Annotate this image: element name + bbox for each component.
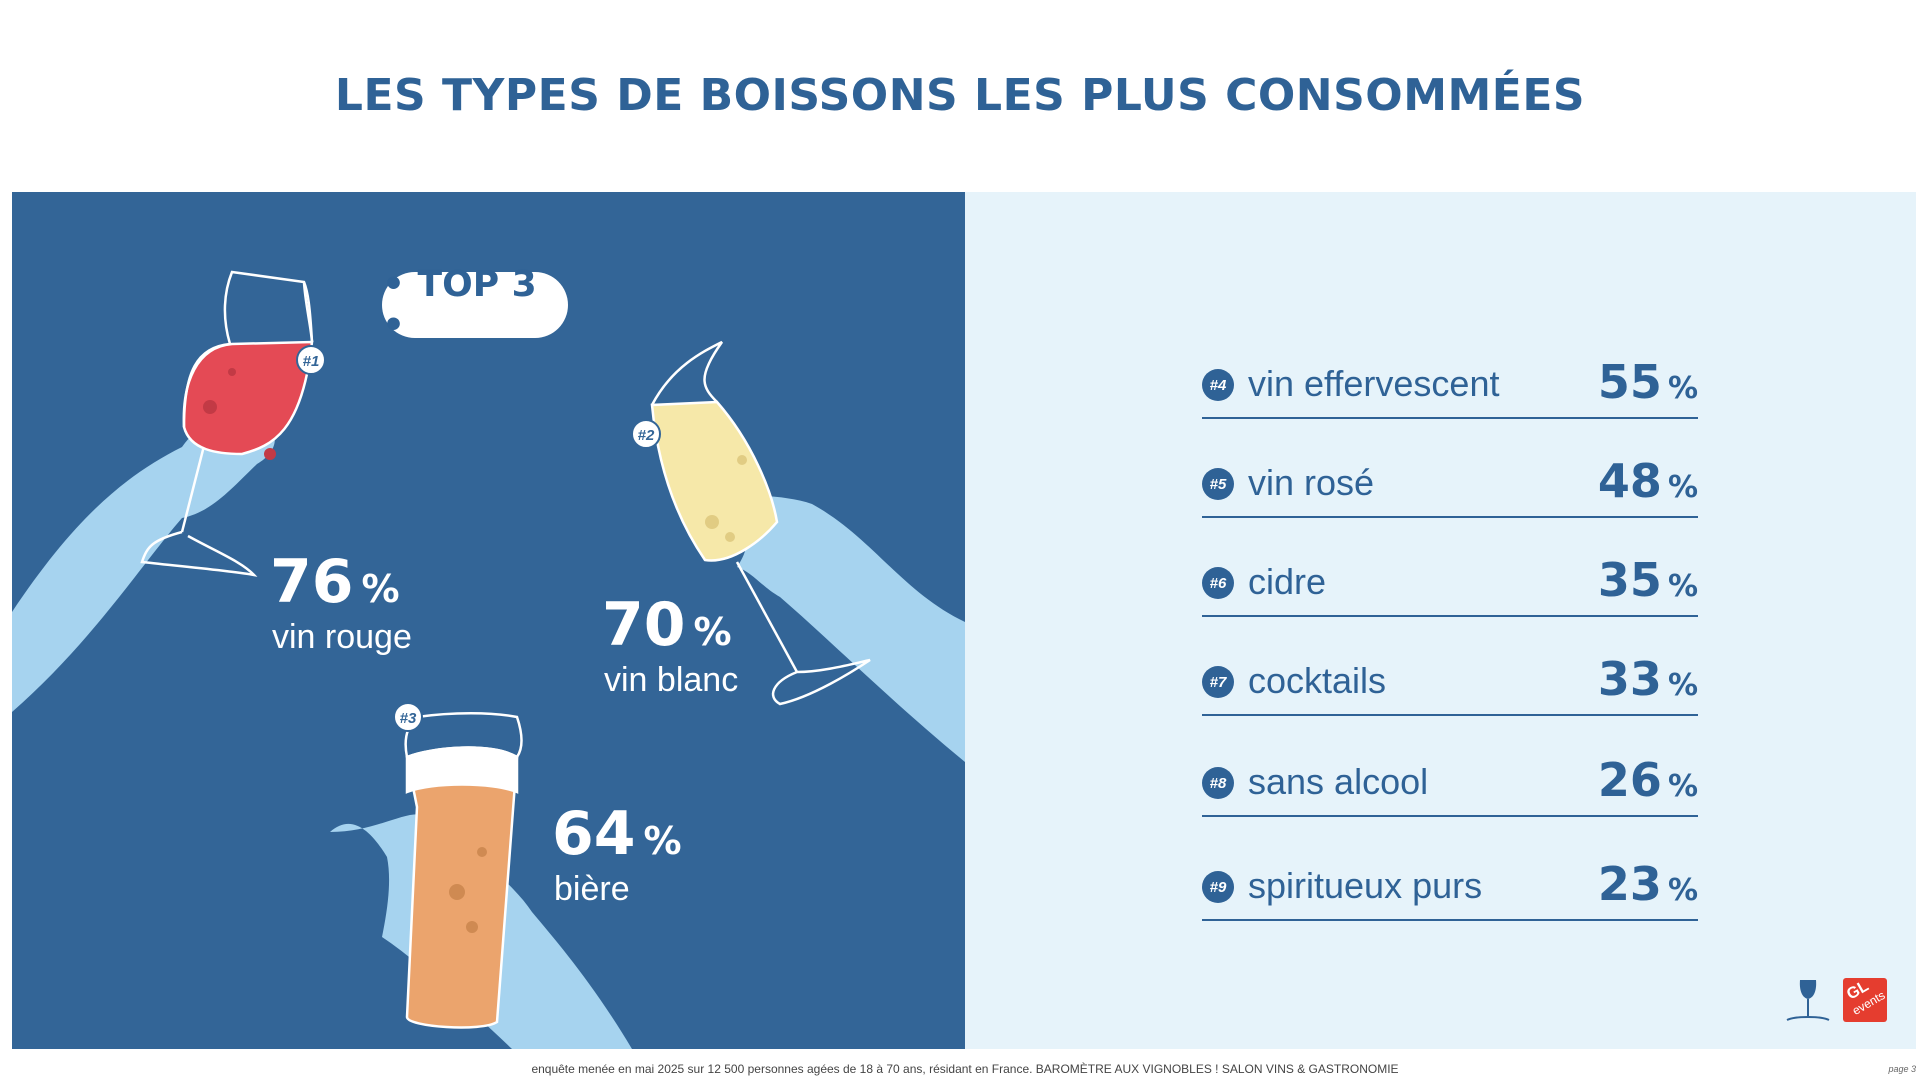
top-stat-2-value: 70% [602, 595, 738, 662]
top3-panel: #1 #2 #3 • TOP 3 • 76% vin rouge 70% vin… [12, 192, 965, 1049]
page-number: page 3 [1888, 1064, 1916, 1074]
top-stat-3-unit: % [643, 819, 682, 863]
ranking-unit: % [1667, 668, 1698, 703]
top-stat-3-value: 64% [552, 804, 682, 871]
ranking-value: 33% [1598, 652, 1698, 706]
ranking-row: #7 cocktails 33% [1202, 652, 1698, 716]
page-title: LES TYPES DE BOISSONS LES PLUS CONSOMMÉE… [334, 70, 1586, 121]
top-stat-1-number: 76 [270, 547, 354, 617]
ranking-label: cocktails [1248, 660, 1387, 701]
ranking-unit: % [1667, 873, 1698, 908]
rank-2-text: #2 [638, 427, 655, 444]
top3-badge: • TOP 3 • [382, 264, 568, 346]
hand-2-illustration [698, 490, 965, 762]
top-stat-1-unit: % [361, 567, 400, 611]
ranking-value: 35% [1598, 553, 1698, 607]
top-stat-3-label: bière [554, 870, 630, 908]
rank-badge: #9 [1202, 871, 1234, 903]
top-stat-3-number: 64 [552, 799, 636, 869]
white-wine-glass [650, 340, 871, 706]
ranking-label: spiritueux purs [1248, 865, 1483, 906]
ranking-unit: % [1667, 769, 1698, 804]
rank-badge: #5 [1202, 468, 1234, 500]
hand-1-illustration [12, 415, 275, 712]
ranking-row: #6 cidre 35% [1202, 553, 1698, 617]
rank-3-text: #3 [400, 710, 417, 727]
red-wine-glass [140, 270, 314, 577]
rank-1-text: #1 [303, 353, 320, 370]
ranking-number: 48 [1597, 454, 1662, 508]
ranking-value: 48% [1598, 454, 1698, 508]
top-stat-1: 76% vin rouge [270, 552, 412, 655]
rank-2-marker: #2 [631, 419, 661, 449]
ranking-panel: #4 vin effervescent 55% #5 vin rosé 48% … [965, 192, 1916, 1049]
ranking-value: 26% [1598, 753, 1698, 807]
ranking-unit: % [1667, 470, 1698, 505]
rank-1-marker: #1 [296, 345, 326, 375]
ranking-number: 33 [1597, 652, 1662, 706]
ranking-row: #5 vin rosé 48% [1202, 454, 1698, 518]
ranking-unit: % [1667, 371, 1698, 406]
top-stat-2: 70% vin blanc [602, 595, 738, 698]
ranking-value: 55% [1598, 355, 1698, 409]
rank-badge: #8 [1202, 767, 1234, 799]
ranking-number: 26 [1597, 753, 1662, 807]
top-stat-1-label: vin rouge [272, 618, 412, 656]
ranking-label: sans alcool [1248, 761, 1429, 802]
wine-glass-logo-icon [1786, 980, 1830, 1021]
top-stat-1-value: 76% [270, 552, 412, 619]
top-stat-3: 64% bière [552, 804, 682, 907]
top-stat-2-unit: % [693, 610, 732, 654]
ranking-row: #4 vin effervescent 55% [1202, 355, 1698, 419]
ranking-label: vin rosé [1248, 462, 1375, 503]
gl-events-logo: GL events [1843, 978, 1887, 1022]
rank-3-marker: #3 [393, 702, 423, 732]
ranking-value: 23% [1598, 857, 1698, 911]
ranking-label: cidre [1248, 561, 1327, 602]
rank-badge: #4 [1202, 369, 1234, 401]
ranking-number: 55 [1597, 355, 1662, 409]
ranking-row: #9 spiritueux purs 23% [1202, 857, 1698, 921]
ranking-number: 23 [1597, 857, 1662, 911]
footer-note: enquête menée en mai 2025 sur 12 500 per… [531, 1062, 1399, 1076]
top3-illustration: #1 #2 #3 [12, 270, 965, 1049]
ranking-row: #8 sans alcool 26% [1202, 753, 1698, 817]
top-stat-2-number: 70 [602, 590, 686, 660]
ranking-unit: % [1667, 569, 1698, 604]
ranking-label: vin effervescent [1248, 363, 1500, 404]
top-stat-2-label: vin blanc [604, 661, 739, 699]
ranking-number: 35 [1597, 553, 1662, 607]
rank-badge: #6 [1202, 567, 1234, 599]
rank-badge: #7 [1202, 666, 1234, 698]
